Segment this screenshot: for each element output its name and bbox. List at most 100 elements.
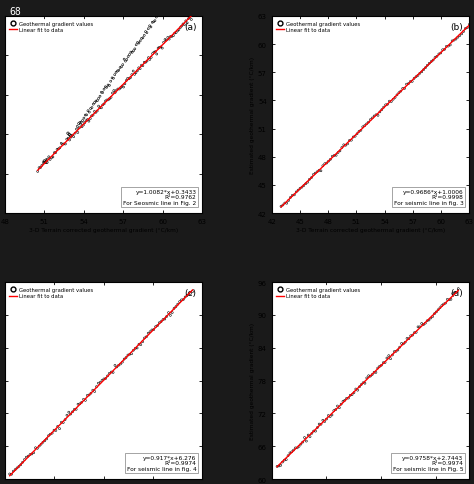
Point <box>425 317 433 324</box>
Point <box>127 75 134 82</box>
Point <box>161 316 169 323</box>
Point <box>128 72 136 79</box>
Point <box>330 407 337 415</box>
Point <box>71 406 78 413</box>
Point <box>405 81 412 89</box>
Text: (d): (d) <box>451 288 463 297</box>
Point <box>452 36 460 44</box>
Point <box>460 29 467 36</box>
Point <box>388 98 395 106</box>
Point <box>308 174 315 182</box>
Point <box>418 69 426 76</box>
Point <box>65 131 73 139</box>
Point <box>317 421 325 428</box>
Point <box>438 302 446 310</box>
Point <box>133 345 141 352</box>
Point <box>456 32 464 40</box>
Point <box>42 157 50 165</box>
Point <box>370 113 378 121</box>
Point <box>356 383 363 391</box>
Point <box>390 96 397 104</box>
Point <box>100 375 108 383</box>
Point <box>73 123 81 131</box>
Point <box>111 362 119 369</box>
Point <box>155 45 163 52</box>
Point <box>154 322 161 330</box>
Point <box>116 86 123 94</box>
Legend: Geothermal gradient values, Linear fit to data: Geothermal gradient values, Linear fit t… <box>8 285 95 301</box>
Point <box>37 440 45 448</box>
Point <box>327 156 334 164</box>
Point <box>405 335 413 343</box>
Point <box>357 127 365 135</box>
Point <box>357 381 365 389</box>
Point <box>443 44 450 51</box>
Point <box>62 141 69 149</box>
Point <box>412 329 420 336</box>
Point <box>106 95 113 103</box>
Point <box>78 398 85 406</box>
Point <box>89 112 97 120</box>
Point <box>339 398 347 406</box>
Point <box>77 121 84 129</box>
Point <box>26 451 34 458</box>
Point <box>34 168 42 176</box>
Point <box>113 87 120 95</box>
Point <box>76 119 84 127</box>
Point <box>59 141 66 149</box>
Point <box>337 400 345 408</box>
Point <box>403 81 410 89</box>
Point <box>407 78 414 86</box>
Point <box>55 146 62 153</box>
Point <box>74 400 82 408</box>
Point <box>89 387 97 394</box>
Point <box>464 25 471 32</box>
Point <box>374 112 382 120</box>
Point <box>157 44 164 52</box>
Point <box>325 158 332 166</box>
Point <box>346 137 353 145</box>
Point <box>277 203 285 211</box>
Point <box>409 78 416 86</box>
Point <box>410 76 418 83</box>
Point <box>56 425 64 433</box>
Point <box>393 92 401 100</box>
Y-axis label: Estimated geothermal gradient (°C/km): Estimated geothermal gradient (°C/km) <box>250 57 255 174</box>
Point <box>386 98 393 106</box>
Point <box>314 424 321 432</box>
Point <box>24 453 32 460</box>
Point <box>380 359 387 367</box>
Point <box>28 450 36 458</box>
Point <box>122 77 130 85</box>
Point <box>407 332 414 340</box>
Point <box>449 290 456 298</box>
Point <box>116 64 124 72</box>
Point <box>53 146 61 154</box>
Point <box>92 98 100 106</box>
Point <box>363 374 371 382</box>
Point <box>440 301 447 308</box>
Point <box>283 200 291 208</box>
Point <box>137 66 144 74</box>
Point <box>312 427 319 435</box>
Point <box>179 21 187 29</box>
Point <box>338 144 346 152</box>
Point <box>199 0 206 8</box>
Point <box>170 305 178 313</box>
Point <box>80 115 88 123</box>
Point <box>148 19 156 27</box>
Point <box>175 27 182 34</box>
Point <box>93 98 101 106</box>
Point <box>145 55 152 62</box>
Point <box>435 51 443 59</box>
Point <box>414 323 422 331</box>
Point <box>409 332 416 339</box>
Point <box>378 106 385 114</box>
Point <box>382 102 389 109</box>
Text: y=0.9758*x+2.7443
R²=0.9974
For seismic line in Fig. 5: y=0.9758*x+2.7443 R²=0.9974 For seismic … <box>392 455 463 471</box>
Point <box>325 412 332 420</box>
Point <box>138 62 146 70</box>
Point <box>143 58 151 66</box>
Point <box>153 51 161 59</box>
Point <box>321 161 328 168</box>
